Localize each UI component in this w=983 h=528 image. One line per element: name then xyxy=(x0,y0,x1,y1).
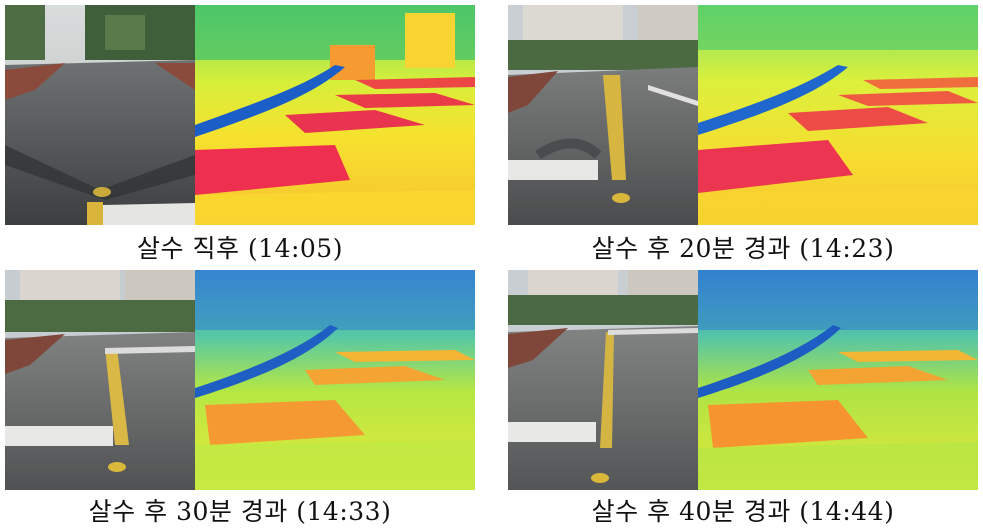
road-photo xyxy=(5,270,195,490)
thermal-image xyxy=(698,5,978,225)
road-photo xyxy=(5,5,195,225)
road-photo xyxy=(508,270,698,490)
thermal-image xyxy=(195,270,475,490)
photo-pair-20min xyxy=(508,5,978,225)
panel-immediately: 살수 직후 (14:05) xyxy=(5,5,475,267)
panel-20min: 살수 후 20분 경과 (14:23) xyxy=(508,5,978,267)
caption-30min: 살수 후 30분 경과 (14:33) xyxy=(88,497,392,526)
thermal-image xyxy=(195,5,475,225)
caption-immediately: 살수 직후 (14:05) xyxy=(137,234,343,263)
caption-20min: 살수 후 20분 경과 (14:23) xyxy=(591,234,895,263)
thermal-image xyxy=(698,270,978,490)
panel-40min: 살수 후 40분 경과 (14:44) xyxy=(508,270,978,526)
photo-pair-immediately xyxy=(5,5,475,225)
photo-pair-30min xyxy=(5,270,475,490)
panel-30min: 살수 후 30분 경과 (14:33) xyxy=(5,270,475,526)
photo-pair-40min xyxy=(508,270,978,490)
road-photo xyxy=(508,5,698,225)
caption-40min: 살수 후 40분 경과 (14:44) xyxy=(591,497,895,526)
